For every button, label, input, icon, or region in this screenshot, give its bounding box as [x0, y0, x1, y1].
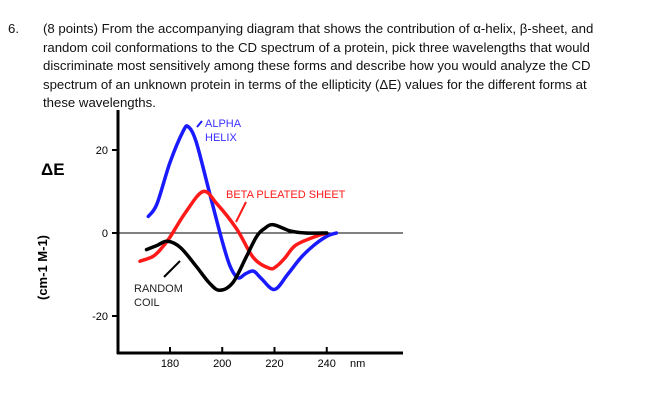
- x-tick-label: 200: [213, 358, 231, 370]
- series-line-random-coil: [144, 222, 329, 293]
- series-line-alpha-helix: [146, 124, 339, 292]
- question-line: discriminate most sensitively among thes…: [43, 58, 591, 73]
- x-unit: nm: [350, 358, 365, 370]
- y-tick-label: 0: [102, 228, 108, 240]
- random-coil-label: RANDOM COIL: [134, 283, 183, 309]
- question-text: (8 points) From the accompanying diagram…: [43, 20, 661, 113]
- y-tick-label: 20: [96, 145, 108, 157]
- beta-sheet-pointer: [235, 201, 247, 223]
- question-number: 6.: [8, 21, 19, 36]
- random-coil-pointer: [163, 260, 181, 278]
- question-line: spectrum of an unknown protein in terms …: [43, 76, 587, 92]
- beta-sheet-label: BETA PLEATED SHEET: [226, 189, 346, 201]
- y-label-units: (cm-1 M-1): [35, 235, 50, 300]
- x-tick-label: 220: [265, 358, 283, 370]
- question-line: (8 points) From the accompanying diagram…: [43, 21, 594, 36]
- y-label-symbol: ΔE: [41, 160, 65, 179]
- alpha-helix-label: ALPHA HELIX: [205, 118, 242, 144]
- series-line-beta-pleated-sheet: [138, 189, 329, 271]
- x-tick-label: 240: [318, 358, 336, 370]
- alpha-helix-pointer: [196, 120, 203, 128]
- y-tick-label: -20: [92, 311, 108, 323]
- question-line: random coil conformations to the CD spec…: [43, 39, 590, 55]
- question-line: these wavelengths.: [43, 95, 156, 110]
- x-tick-label: 180: [161, 358, 179, 370]
